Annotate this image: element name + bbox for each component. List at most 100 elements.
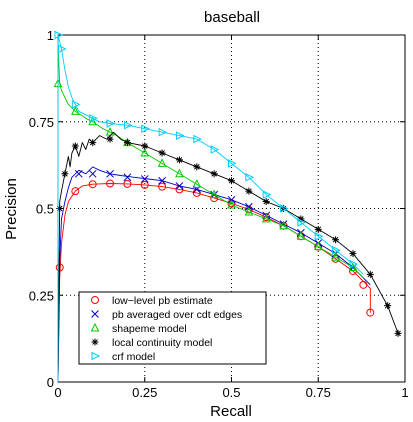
data-point [61,170,69,178]
data-point [279,220,288,230]
legend-label: crf model [112,351,155,363]
data-point [71,187,80,196]
data-point [123,120,133,130]
data-point [332,245,341,255]
x-tick-label: 0 [54,385,61,400]
data-point [366,270,374,278]
data-point [56,205,64,212]
data-point [314,225,322,233]
x-axis-ticks: 0 0.25 0.5 0.75 1 [54,35,409,400]
legend-marker [91,338,99,346]
legend-label: pb averaged over cdt edges [112,309,242,321]
data-point [88,169,97,178]
data-point [175,156,183,164]
data-point [331,251,340,261]
data-point [280,204,289,213]
data-point [106,135,114,143]
data-point [332,236,340,244]
data-point [106,179,115,188]
data-point [228,177,235,185]
legend-marker [91,351,101,361]
data-point [71,106,80,115]
legend-marker [91,296,99,304]
data-point [158,182,167,191]
data-point [71,142,79,150]
series-4 [54,30,364,382]
y-tick-label: 0.75 [29,115,54,130]
series-line [57,166,371,383]
data-point [140,147,150,157]
series-line [57,41,364,382]
data-point [88,180,97,189]
data-point [394,329,402,337]
data-point [175,131,185,140]
data-point [359,280,368,289]
legend-marker [91,310,99,318]
data-point [141,142,149,150]
data-point [245,187,253,195]
y-axis-label: Precision [3,178,20,240]
data-point [123,139,131,147]
data-point [384,302,392,310]
data-point [193,134,202,144]
data-point [123,173,132,182]
y-tick-label: 0 [47,375,54,390]
series-line [57,34,364,382]
data-point [314,231,324,241]
data-point [157,158,167,167]
x-tick-label: 0.75 [306,385,331,400]
data-point [228,159,237,168]
data-point [106,169,114,178]
data-point [297,218,307,227]
data-point [57,44,67,54]
x-tick-label: 0.25 [132,385,157,400]
data-point [262,190,272,199]
data-point [244,206,254,216]
y-tick-label: 0.25 [29,288,54,303]
data-point [140,180,149,189]
data-point [366,308,375,317]
legend-box [78,291,267,365]
data-point [123,179,132,188]
legend-label: low−level pb estimate [112,295,213,307]
x-axis-label: Recall [210,403,252,420]
data-point [158,127,168,137]
data-point [106,119,116,128]
y-tick-label: 0.5 [36,202,54,217]
y-tick-label: 1 [47,28,54,43]
data-point [296,231,306,240]
chart-title: baseball [204,9,260,26]
y-axis-ticks: 0 0.25 0.5 0.75 1 [29,28,405,390]
data-point [297,215,305,223]
data-point [244,202,253,211]
series-3 [56,131,402,383]
data-point [54,30,64,40]
data-point [245,172,254,182]
data-point [74,169,83,178]
legend-marker [90,322,100,332]
data-point [227,199,236,209]
data-point [227,195,236,204]
data-point [349,259,359,269]
data-point [140,175,149,183]
x-tick-label: 0.5 [222,385,240,400]
data-point [313,241,323,251]
legend-label: local continuity model [112,337,212,349]
x-tick-label: 1 [401,385,408,400]
data-point [175,168,184,178]
data-point [244,205,253,214]
data-point [89,113,98,123]
data-point [158,176,166,185]
data-point [158,149,166,157]
data-point [71,100,81,109]
legend: low−level pb estimate pb averaged over cd… [78,291,267,365]
data-point [210,170,218,178]
data-point [261,213,271,223]
data-point [192,179,202,188]
data-point [175,182,184,190]
data-point [209,189,219,199]
legend-label: shapeme model [112,323,187,335]
data-point [141,124,150,133]
data-point [349,250,357,258]
